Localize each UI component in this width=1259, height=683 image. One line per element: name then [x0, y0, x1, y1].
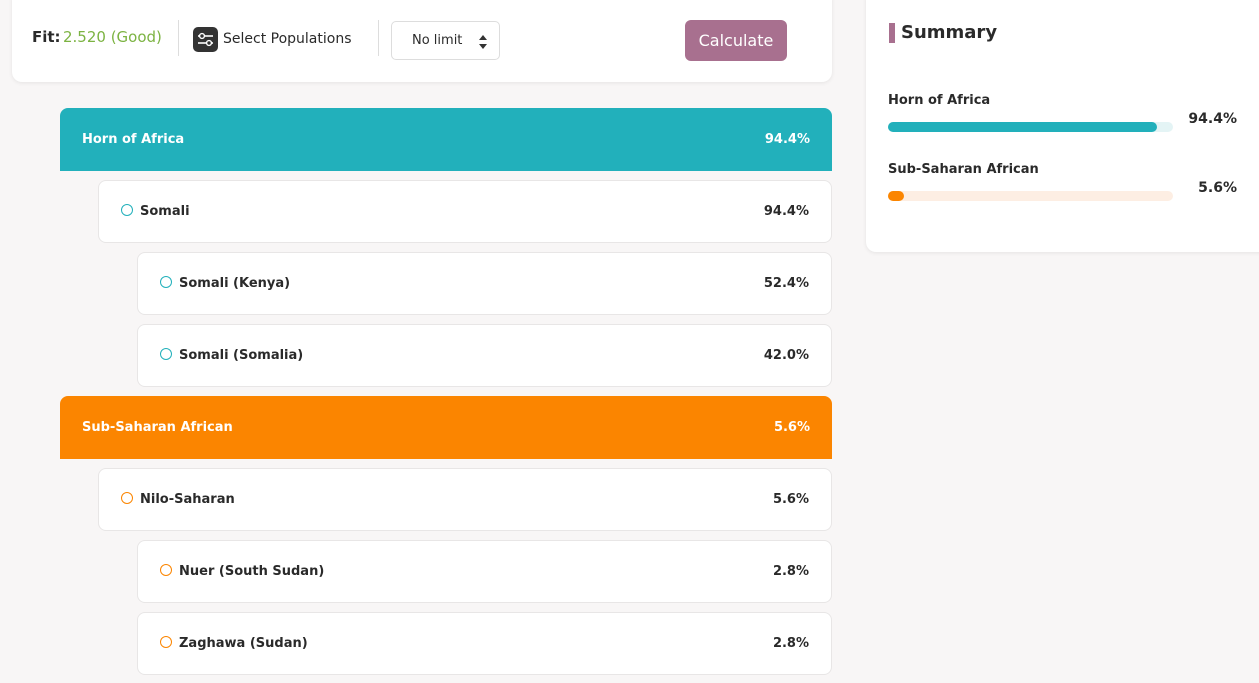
population-row: Somali (Kenya) 52.4%	[137, 252, 832, 315]
row-name-wrap: Horn of Africa	[82, 132, 184, 147]
population-row: Zaghawa (Sudan) 2.8%	[137, 612, 832, 675]
population-percent: 94.4%	[764, 132, 810, 147]
row-name-wrap: Somali (Somalia)	[160, 348, 303, 363]
row-name-wrap: Somali (Kenya)	[160, 276, 290, 291]
ring-icon	[160, 564, 172, 576]
summary-track	[888, 122, 1173, 132]
group-header: Horn of Africa 94.4%	[60, 108, 832, 171]
fit-value: 2.520 (Good)	[63, 28, 162, 46]
ring-icon	[160, 276, 172, 288]
divider	[178, 20, 179, 56]
population-row: Nuer (South Sudan) 2.8%	[137, 540, 832, 603]
ring-icon	[121, 492, 133, 504]
population-percent: 42.0%	[763, 348, 809, 363]
ring-icon	[160, 636, 172, 648]
population-percent: 94.4%	[763, 204, 809, 219]
summary-item-name: Sub-Saharan African	[888, 162, 1039, 177]
sliders-icon	[193, 26, 218, 52]
population-name: Horn of Africa	[82, 132, 185, 147]
row-name-wrap: Nuer (South Sudan)	[160, 564, 324, 579]
population-percent: 5.6%	[773, 420, 810, 435]
summary-bar	[888, 122, 1158, 132]
population-percent: 2.8%	[772, 564, 809, 579]
population-name: Sub-Saharan African	[82, 420, 233, 435]
divider	[378, 20, 379, 56]
calculate-text: Calculate	[698, 31, 774, 50]
row-name-wrap: Sub-Saharan African	[82, 420, 233, 435]
row-name-wrap: Somali	[121, 204, 190, 219]
population-name: Nilo-Saharan	[140, 492, 235, 507]
summary-percent: 94.4%	[1188, 111, 1237, 127]
row-name-wrap: Zaghawa (Sudan)	[160, 636, 308, 651]
population-percent: 52.4%	[763, 276, 809, 291]
population-row: Somali (Somalia) 42.0%	[137, 324, 832, 387]
limit-select-text: No limit	[412, 33, 463, 48]
summary-bar	[888, 191, 904, 201]
population-name: Zaghawa (Sudan)	[179, 636, 308, 651]
population-name: Nuer (South Sudan)	[179, 564, 325, 579]
population-name: Somali (Somalia)	[179, 348, 304, 363]
summary-item-name: Horn of Africa	[888, 93, 991, 108]
summary-title: Summary	[901, 22, 998, 43]
population-percent: 5.6%	[772, 492, 809, 507]
fit-label: Fit:	[32, 28, 61, 46]
summary-track	[888, 191, 1173, 201]
population-row: Nilo-Saharan 5.6%	[98, 468, 832, 531]
population-row: Somali 94.4%	[98, 180, 832, 243]
select-populations-text: Select Populations	[223, 31, 352, 47]
ring-icon	[121, 204, 133, 216]
summary-percent: 5.6%	[1198, 180, 1237, 196]
ring-icon	[160, 348, 172, 360]
population-percent: 2.8%	[772, 636, 809, 651]
summary-card: Summary Horn of Africa 94.4% Sub-Saharan A…	[866, 0, 1259, 252]
select-populations-button[interactable]: Select Populations	[193, 26, 352, 52]
summary-accent	[889, 23, 895, 43]
group-header: Sub-Saharan African 5.6%	[60, 396, 832, 459]
limit-select[interactable]: No limit	[391, 21, 500, 60]
select-arrows	[479, 35, 487, 49]
row-name-wrap: Nilo-Saharan	[121, 492, 235, 507]
population-name: Somali	[140, 204, 190, 219]
calculate-button[interactable]: Calculate	[685, 20, 787, 61]
toolbar: Fit: 2.520 (Good) Select Populations No …	[12, 0, 832, 82]
population-name: Somali (Kenya)	[179, 276, 291, 291]
